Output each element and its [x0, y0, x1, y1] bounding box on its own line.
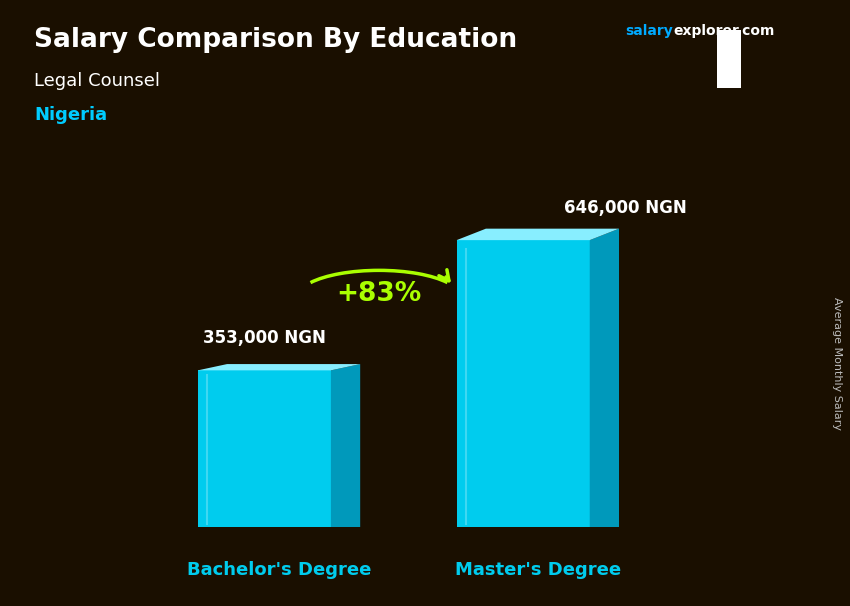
Text: Average Monthly Salary: Average Monthly Salary — [832, 297, 842, 430]
Text: Bachelor's Degree: Bachelor's Degree — [187, 561, 371, 579]
Text: 353,000 NGN: 353,000 NGN — [203, 329, 326, 347]
Polygon shape — [331, 364, 360, 527]
Text: Salary Comparison By Education: Salary Comparison By Education — [34, 27, 517, 53]
Polygon shape — [590, 228, 619, 527]
Text: 646,000 NGN: 646,000 NGN — [564, 199, 686, 217]
Text: Master's Degree: Master's Degree — [455, 561, 620, 579]
Text: Nigeria: Nigeria — [34, 106, 107, 124]
Polygon shape — [717, 30, 741, 88]
Polygon shape — [456, 228, 619, 240]
Polygon shape — [198, 370, 331, 527]
Text: salary: salary — [625, 24, 672, 38]
Polygon shape — [456, 240, 590, 527]
Text: +83%: +83% — [337, 281, 422, 307]
Text: explorer.com: explorer.com — [673, 24, 774, 38]
Polygon shape — [198, 364, 360, 370]
Text: Legal Counsel: Legal Counsel — [34, 72, 160, 90]
